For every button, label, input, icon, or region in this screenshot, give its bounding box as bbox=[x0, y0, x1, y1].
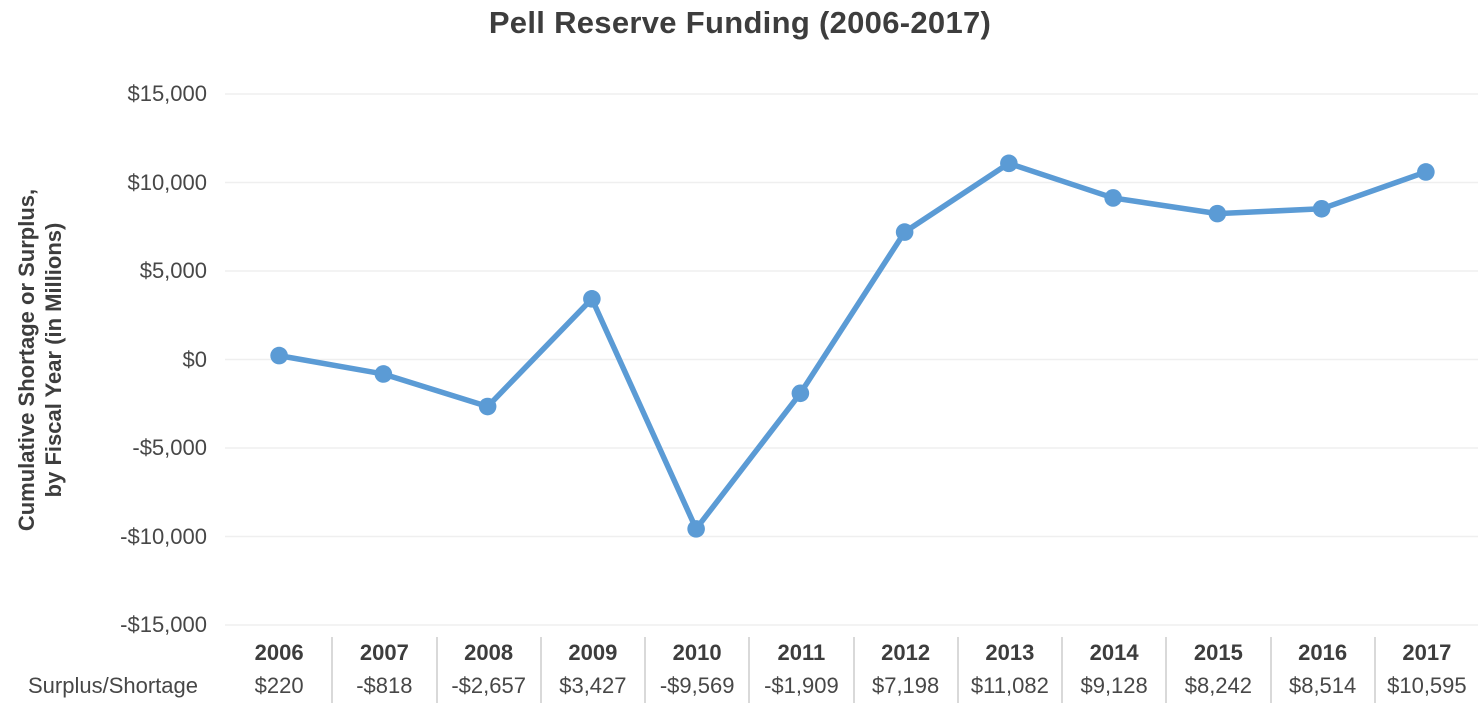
table-column-2015: 2015 $8,242 bbox=[1165, 637, 1269, 703]
data-point-2017 bbox=[1417, 163, 1435, 181]
value-cell: -$2,657 bbox=[451, 673, 526, 698]
table-row-label: Surplus/Shortage bbox=[28, 673, 198, 698]
table-column-2017: 2017 $10,595 bbox=[1373, 637, 1478, 703]
value-cell: $8,514 bbox=[1288, 673, 1357, 698]
value-cell: $7,198 bbox=[871, 673, 940, 698]
value-cell: -$818 bbox=[356, 673, 413, 698]
year-label: 2006 bbox=[254, 640, 304, 665]
y-tick-label: -$10,000 bbox=[120, 523, 207, 549]
value-cell: $3,427 bbox=[559, 673, 627, 698]
y-tick-label: -$15,000 bbox=[120, 612, 207, 637]
value-cell: $8,242 bbox=[1184, 673, 1253, 698]
year-label: 2010 bbox=[672, 640, 722, 665]
value-cell: $10,595 bbox=[1387, 673, 1467, 698]
table-column-2009: 2009 $3,427 bbox=[539, 637, 644, 703]
table-column-2016: 2016 $8,514 bbox=[1269, 637, 1374, 703]
data-point-2009 bbox=[583, 290, 601, 308]
year-label: 2009 bbox=[568, 640, 618, 665]
year-label: 2016 bbox=[1298, 640, 1348, 665]
table-column-2014: 2014 $9,128 bbox=[1061, 637, 1165, 703]
table-column-2007: 2007 -$818 bbox=[331, 637, 435, 703]
data-point-2012 bbox=[895, 223, 914, 241]
year-label: 2015 bbox=[1193, 640, 1243, 665]
data-point-2006 bbox=[270, 346, 288, 365]
table-column-2013: 2013 $11,082 bbox=[956, 637, 1061, 703]
table-column-2012: 2012 $7,198 bbox=[852, 637, 957, 703]
year-label: 2014 bbox=[1089, 640, 1139, 665]
data-point-2007 bbox=[374, 365, 393, 383]
value-cell: $220 bbox=[254, 673, 304, 698]
value-cell: $9,128 bbox=[1080, 673, 1148, 698]
table-column-2010: 2010 -$9,569 bbox=[644, 637, 748, 703]
y-tick-label: -$5,000 bbox=[132, 435, 207, 460]
value-cell: -$1,909 bbox=[764, 673, 839, 698]
year-label: 2013 bbox=[985, 640, 1035, 665]
data-point-2015 bbox=[1208, 204, 1227, 223]
data-point-2008 bbox=[478, 397, 497, 416]
table-column-2008: 2008 -$2,657 bbox=[435, 637, 540, 703]
y-tick-label: $15,000 bbox=[127, 81, 207, 106]
value-cell: $11,082 bbox=[970, 673, 1049, 698]
data-point-2016 bbox=[1312, 200, 1331, 218]
y-tick-label: $10,000 bbox=[127, 169, 207, 195]
series-line bbox=[276, 160, 1429, 532]
year-label: 2008 bbox=[464, 640, 514, 665]
data-point-2010 bbox=[687, 520, 705, 538]
data-point-2014 bbox=[1104, 189, 1122, 207]
table-column-2006: 2006 $220 bbox=[227, 637, 331, 703]
year-label: 2011 bbox=[777, 640, 826, 665]
y-tick-label: $5,000 bbox=[139, 258, 207, 283]
table-column-2011: 2011 -$1,909 bbox=[748, 637, 852, 703]
chart-title: Pell Reserve Funding (2006-2017) bbox=[488, 5, 992, 40]
year-label: 2007 bbox=[359, 640, 409, 665]
data-point-2013 bbox=[1000, 154, 1018, 173]
y-tick-label: $0 bbox=[182, 346, 207, 372]
year-label: 2017 bbox=[1402, 640, 1452, 665]
year-label: 2012 bbox=[881, 640, 931, 665]
value-cell: -$9,569 bbox=[659, 673, 735, 698]
data-point-2011 bbox=[791, 384, 810, 403]
